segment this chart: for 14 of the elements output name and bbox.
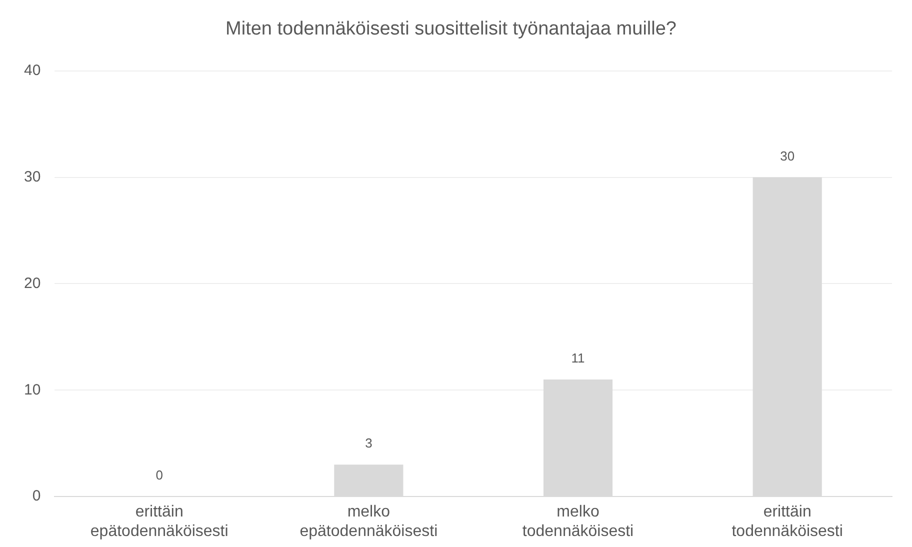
data-label: 3 (365, 436, 372, 451)
chart-title: Miten todennäköisesti suosittelisit työnantajaa muille? (226, 18, 676, 40)
data-label: 30 (780, 148, 795, 164)
y-tick-label: 10 (24, 381, 41, 398)
y-tick-label: 40 (24, 62, 41, 79)
x-tick-label: erittäin epätodennäköisesti (90, 504, 228, 540)
y-tick-label: 0 (32, 488, 41, 505)
data-label: 0 (156, 468, 163, 483)
y-tick-label: 30 (24, 168, 41, 186)
y-tick-label: 20 (24, 274, 41, 292)
x-tick-label: erittäin todennäköisesti (732, 504, 843, 540)
x-tick-label: melko epätodennäköisesti (300, 504, 438, 540)
x-tick-label: melko todennäköisesti (522, 504, 634, 540)
data-label: 11 (571, 350, 585, 366)
